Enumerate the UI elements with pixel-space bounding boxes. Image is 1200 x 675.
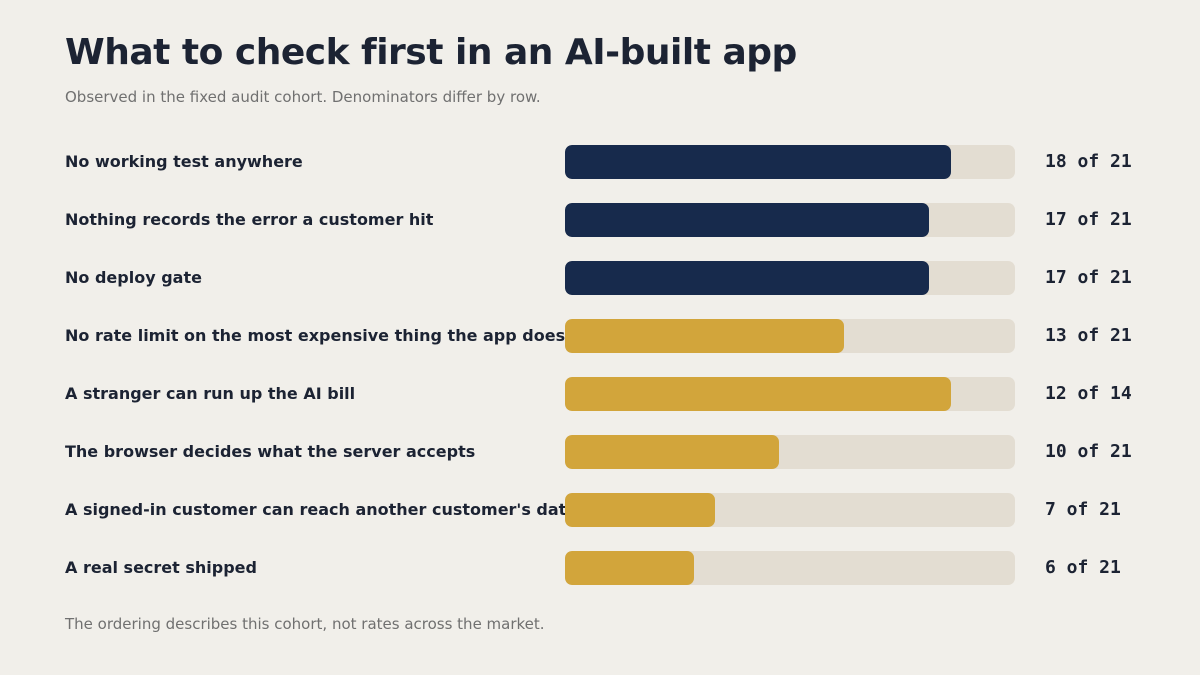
bar-label: No rate limit on the most expensive thin… (65, 326, 566, 345)
bar-track (565, 203, 1015, 237)
bar (565, 377, 951, 411)
bar-row: No deploy gate 17 of 21 (0, 261, 1200, 295)
bar-value-label: 18 of 21 (1045, 151, 1132, 172)
bar-label: The browser decides what the server acce… (65, 442, 476, 461)
bar-label: No deploy gate (65, 268, 202, 287)
bar-track (565, 435, 1015, 469)
bar-track (565, 261, 1015, 295)
bar (565, 261, 930, 295)
bar-track (565, 551, 1015, 585)
chart-title: What to check first in an AI-built app (65, 32, 797, 73)
bar-track (565, 377, 1015, 411)
bar-row: The browser decides what the server acce… (0, 435, 1200, 469)
bar-label: Nothing records the error a customer hit (65, 210, 434, 229)
bar (565, 319, 844, 353)
bar (565, 203, 930, 237)
bar (565, 435, 780, 469)
bar-row: Nothing records the error a customer hit… (0, 203, 1200, 237)
chart-footnote: The ordering describes this cohort, not … (65, 615, 545, 633)
bar-value-label: 10 of 21 (1045, 441, 1132, 462)
bar-value-label: 12 of 14 (1045, 383, 1132, 404)
bar (565, 551, 694, 585)
bar-value-label: 17 of 21 (1045, 209, 1132, 230)
bar-value-label: 17 of 21 (1045, 267, 1132, 288)
chart-subtitle: Observed in the fixed audit cohort. Deno… (65, 88, 541, 106)
bar-track (565, 319, 1015, 353)
bar-label: A signed-in customer can reach another c… (65, 500, 578, 519)
bar-label: No working test anywhere (65, 152, 303, 171)
bar-row: A signed-in customer can reach another c… (0, 493, 1200, 527)
bar-track (565, 493, 1015, 527)
bar (565, 493, 715, 527)
bar-value-label: 6 of 21 (1045, 557, 1121, 578)
bar-row: A real secret shipped 6 of 21 (0, 551, 1200, 585)
bar-value-label: 7 of 21 (1045, 499, 1121, 520)
bar-row: No working test anywhere 18 of 21 (0, 145, 1200, 179)
bar-row: A stranger can run up the AI bill 12 of 1… (0, 377, 1200, 411)
bar-label: A stranger can run up the AI bill (65, 384, 356, 403)
bar-track (565, 145, 1015, 179)
bar-value-label: 13 of 21 (1045, 325, 1132, 346)
bar (565, 145, 951, 179)
bar-row: No rate limit on the most expensive thin… (0, 319, 1200, 353)
bar-label: A real secret shipped (65, 558, 257, 577)
